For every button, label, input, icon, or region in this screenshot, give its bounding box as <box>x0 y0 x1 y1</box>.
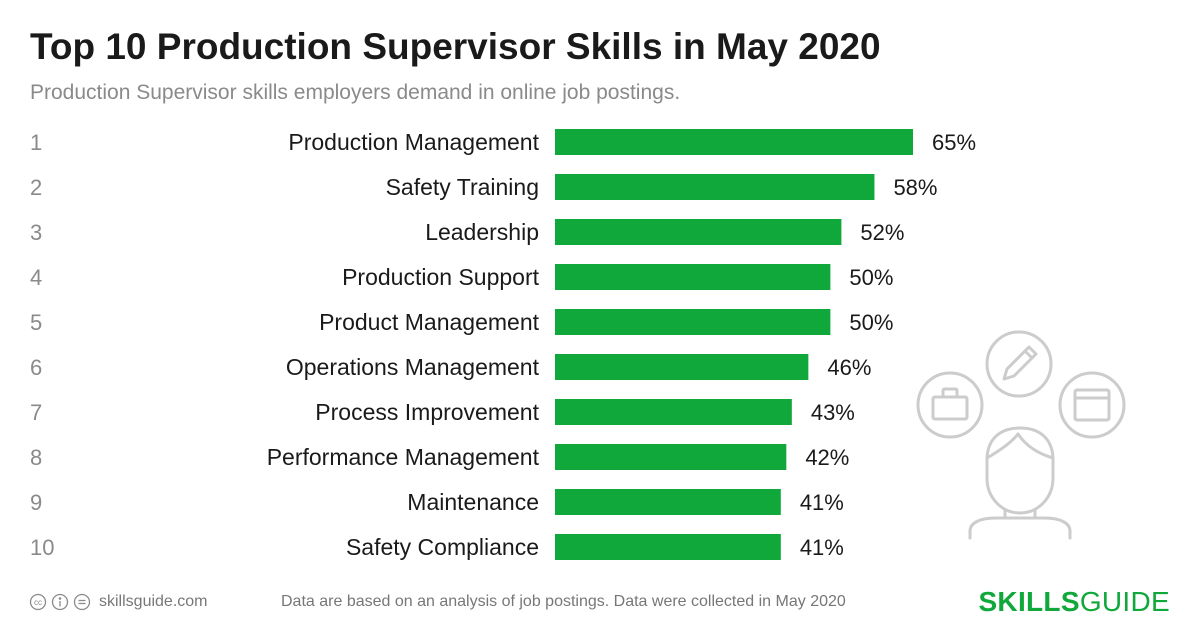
window-icon <box>1058 371 1126 439</box>
by-attribution-icon <box>51 593 69 611</box>
brand-bold: SKILLS <box>978 586 1080 617</box>
value-label: 58% <box>893 175 937 200</box>
rank-label: 6 <box>30 355 42 380</box>
category-label: Process Improvement <box>315 399 539 425</box>
rank-label: 7 <box>30 400 42 425</box>
creative-commons-license: cc <box>29 593 91 611</box>
category-label: Product Management <box>319 309 540 335</box>
value-label: 41% <box>800 490 844 515</box>
cc-icon: cc <box>29 593 47 611</box>
rank-label: 2 <box>30 175 42 200</box>
rank-label: 9 <box>30 490 42 515</box>
bar <box>555 309 831 335</box>
footer-data-note: Data are based on an analysis of job pos… <box>281 593 846 610</box>
value-label: 50% <box>849 310 893 335</box>
rank-label: 1 <box>30 130 42 155</box>
value-label: 52% <box>860 220 904 245</box>
category-label: Leadership <box>425 219 539 245</box>
bar <box>555 264 831 290</box>
skillsguide-logo: SKILLSGUIDE <box>978 586 1170 618</box>
bar <box>555 534 781 560</box>
bar <box>555 129 913 155</box>
person-icon <box>968 426 1072 540</box>
category-label: Maintenance <box>407 489 539 515</box>
bar-chart: 1 Production Management 65% 2 Safety Trainin… <box>30 129 976 560</box>
brand-light: GUIDE <box>1079 586 1170 617</box>
bar <box>555 354 809 380</box>
rank-label: 5 <box>30 310 42 335</box>
no-derivatives-icon <box>73 593 91 611</box>
bar <box>555 219 842 245</box>
category-label: Performance Management <box>267 444 540 470</box>
bar <box>555 174 875 200</box>
person-skills-illustration <box>916 330 1126 540</box>
value-label: 43% <box>811 400 855 425</box>
chart-title: Top 10 Production Supervisor Skills in M… <box>30 26 881 67</box>
value-label: 46% <box>827 355 871 380</box>
category-label: Production Management <box>288 129 539 155</box>
value-label: 42% <box>805 445 849 470</box>
briefcase-icon <box>916 371 984 439</box>
svg-text:cc: cc <box>34 598 42 607</box>
category-label: Safety Training <box>386 174 539 200</box>
rank-label: 8 <box>30 445 42 470</box>
rank-label: 10 <box>30 535 54 560</box>
footer-site-link[interactable]: skillsguide.com <box>99 593 208 610</box>
bar <box>555 399 792 425</box>
bar <box>555 489 781 515</box>
category-label: Safety Compliance <box>346 534 539 560</box>
pencil-icon <box>985 330 1053 398</box>
rank-label: 4 <box>30 265 42 290</box>
category-label: Operations Management <box>286 354 540 380</box>
rank-label: 3 <box>30 220 42 245</box>
value-label: 41% <box>800 535 844 560</box>
value-label: 65% <box>932 130 976 155</box>
bar <box>555 444 787 470</box>
chart-subtitle: Production Supervisor skills employers d… <box>30 81 681 104</box>
category-label: Production Support <box>342 264 540 290</box>
value-label: 50% <box>849 265 893 290</box>
